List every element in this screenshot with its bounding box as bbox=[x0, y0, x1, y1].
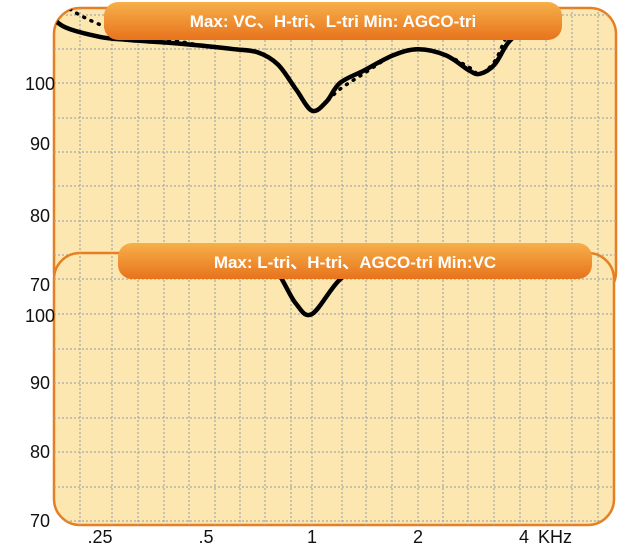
top-y-tick-labels: 70 80 90 100 bbox=[25, 74, 55, 295]
top-title-banner: Max: VC、H-tri、L-tri Min: AGCO-tri bbox=[104, 2, 562, 40]
y-tick-label: 80 bbox=[30, 442, 50, 462]
x-tick-label: .5 bbox=[198, 527, 213, 547]
x-tick-label: 2 bbox=[413, 527, 423, 547]
bottom-chart-title: Max: L-tri、H-tri、AGCO-tri Min:VC bbox=[214, 253, 496, 272]
y-tick-label: 70 bbox=[30, 275, 50, 295]
x-tick-labels: .25 .5 1 2 4 bbox=[87, 527, 529, 547]
y-tick-label: 80 bbox=[30, 206, 50, 226]
x-axis-unit-label: KHz bbox=[538, 527, 572, 547]
y-tick-label: 100 bbox=[25, 306, 55, 326]
top-chart-title: Max: VC、H-tri、L-tri Min: AGCO-tri bbox=[190, 12, 476, 31]
y-tick-label: 90 bbox=[30, 373, 50, 393]
x-tick-label: 1 bbox=[307, 527, 317, 547]
x-tick-label: .25 bbox=[87, 527, 112, 547]
y-tick-label: 90 bbox=[30, 134, 50, 154]
bottom-panel-curves bbox=[54, 253, 581, 318]
y-tick-label: 70 bbox=[30, 511, 50, 531]
max-curve-line bbox=[54, 8, 575, 114]
bottom-y-tick-labels: 70 80 90 100 bbox=[25, 306, 55, 531]
bottom-title-banner: Max: L-tri、H-tri、AGCO-tri Min:VC bbox=[118, 243, 592, 279]
y-tick-label: 100 bbox=[25, 74, 55, 94]
x-tick-label: 4 bbox=[519, 527, 529, 547]
max-curve-line bbox=[54, 253, 581, 318]
